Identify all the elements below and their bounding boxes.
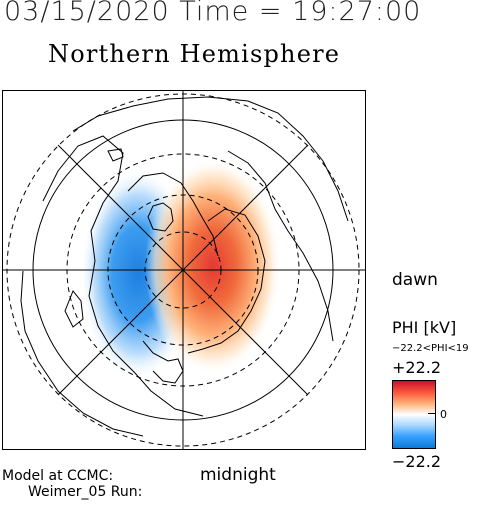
coastlines — [20, 96, 349, 437]
colorbar-min-label: −22.2 — [392, 452, 442, 471]
run-label: Weimer_05 Run: — [28, 484, 143, 500]
midnight-label: midnight — [200, 465, 276, 485]
plot-title: Northern Hemisphere — [48, 40, 341, 68]
colorbar-range: −22.2<PHI<19 — [392, 343, 469, 354]
colorbar-max-label: +22.2 — [392, 358, 442, 377]
model-label: Model at CCMC: — [2, 468, 114, 484]
polar-map-canvas — [3, 91, 365, 449]
colorbar-mid-label: 0 — [440, 408, 447, 421]
positive-potential-cell — [145, 158, 281, 374]
timestamp: 03/15/2020 Time = 19:27:00 — [4, 0, 422, 27]
dawn-label: dawn — [392, 270, 438, 290]
meridian-lines — [3, 91, 365, 449]
colorbar — [392, 380, 436, 449]
colorbar-title: PHI [kV] — [392, 318, 457, 337]
polar-map — [2, 90, 366, 450]
colorbar-zero-tick — [428, 413, 435, 414]
